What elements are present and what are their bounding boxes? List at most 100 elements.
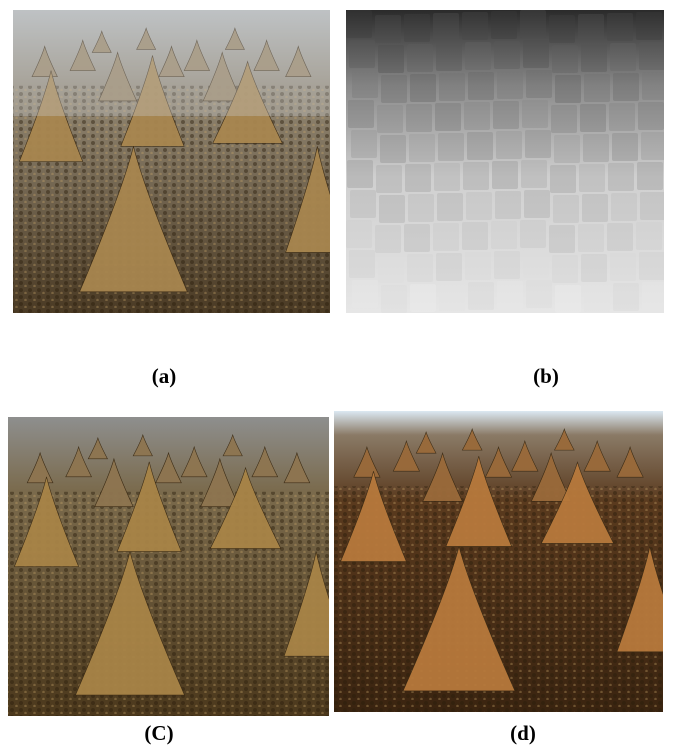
shape <box>435 103 461 131</box>
shape <box>578 224 604 252</box>
shape <box>433 13 459 41</box>
shape <box>583 134 609 162</box>
image-c <box>8 417 348 716</box>
shape <box>407 254 433 282</box>
shape <box>380 135 406 163</box>
shape <box>638 102 664 130</box>
shape <box>582 194 608 222</box>
shape <box>580 104 606 132</box>
shape <box>462 222 488 250</box>
shape <box>352 280 378 308</box>
shape <box>493 101 519 129</box>
shape <box>608 163 634 191</box>
shape <box>497 281 523 309</box>
shape <box>375 225 401 253</box>
shape <box>346 220 372 248</box>
shape <box>464 102 490 130</box>
shape <box>642 282 668 310</box>
caption: (a) <box>152 364 177 388</box>
shape <box>347 160 373 188</box>
shape <box>554 135 580 163</box>
shape <box>552 255 578 283</box>
shape <box>526 280 552 308</box>
shape <box>434 163 460 191</box>
shape <box>349 250 375 278</box>
shape <box>550 165 576 193</box>
shape <box>494 41 520 69</box>
shape <box>466 192 492 220</box>
shape <box>438 133 464 161</box>
shape <box>495 191 521 219</box>
shape <box>636 12 662 40</box>
shape <box>609 103 635 131</box>
shape <box>408 194 434 222</box>
image-d <box>334 411 674 712</box>
figure: (a) (b) (C) (d) <box>0 0 674 745</box>
shape <box>639 42 665 70</box>
shape <box>381 75 407 103</box>
shape <box>404 14 430 42</box>
shape <box>524 190 550 218</box>
shape <box>439 283 465 311</box>
shape <box>381 285 407 313</box>
shape <box>552 45 578 73</box>
shape <box>578 14 604 42</box>
shape <box>610 253 636 281</box>
shape <box>409 134 435 162</box>
shape <box>348 100 374 128</box>
shape <box>612 133 638 161</box>
shape <box>549 15 575 43</box>
shape <box>351 130 377 158</box>
shape <box>467 132 493 160</box>
shape <box>439 73 465 101</box>
shape <box>523 250 549 278</box>
shape <box>350 190 376 218</box>
shape <box>581 44 607 72</box>
caption: (b) <box>533 364 559 388</box>
shape <box>352 70 378 98</box>
shape <box>523 40 549 68</box>
shape <box>468 72 494 100</box>
shape <box>607 13 633 41</box>
shape <box>553 195 579 223</box>
shape <box>463 162 489 190</box>
shape <box>642 72 668 100</box>
shape <box>640 192 666 220</box>
shape <box>584 284 610 312</box>
shape <box>492 161 518 189</box>
shape <box>377 105 403 133</box>
shape <box>520 220 546 248</box>
shape <box>406 104 432 132</box>
shape <box>637 162 663 190</box>
shape <box>375 15 401 43</box>
shape <box>465 42 491 70</box>
shape <box>407 44 433 72</box>
shape <box>346 10 372 38</box>
shape <box>551 105 577 133</box>
shape <box>437 193 463 221</box>
shape <box>494 251 520 279</box>
shape <box>433 223 459 251</box>
shape <box>636 222 662 250</box>
shape <box>462 12 488 40</box>
shape <box>641 132 667 160</box>
shape <box>549 225 575 253</box>
shape <box>436 253 462 281</box>
shape <box>491 221 517 249</box>
caption: (C) <box>144 721 173 745</box>
shape <box>349 40 375 68</box>
shape <box>13 10 330 116</box>
shape <box>526 70 552 98</box>
shape <box>410 284 436 312</box>
shape <box>465 252 491 280</box>
shape <box>379 195 405 223</box>
shape <box>410 74 436 102</box>
shape <box>611 193 637 221</box>
shape <box>613 283 639 311</box>
shape <box>468 282 494 310</box>
image-a <box>13 10 349 313</box>
shape <box>581 254 607 282</box>
shape <box>555 75 581 103</box>
shape <box>491 11 517 39</box>
shape <box>378 255 404 283</box>
